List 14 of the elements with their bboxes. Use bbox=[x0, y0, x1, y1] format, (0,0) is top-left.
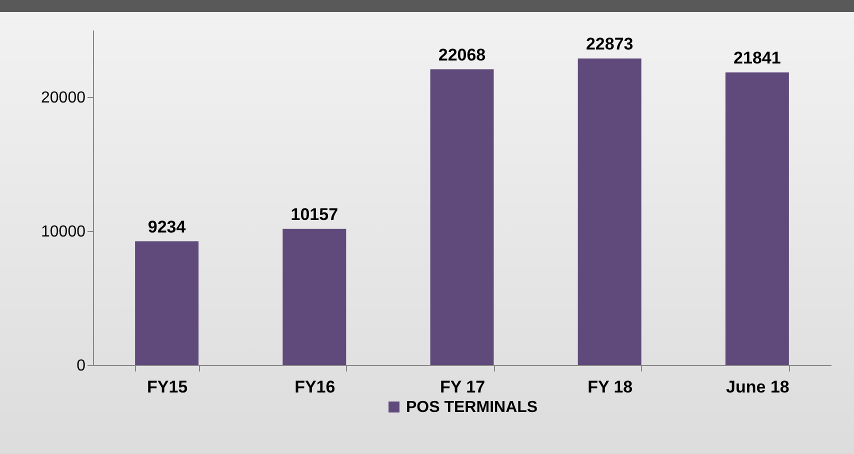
data-label: 22873 bbox=[586, 34, 634, 54]
data-label: 22068 bbox=[438, 45, 486, 64]
x-tick-label: FY16 bbox=[294, 378, 336, 396]
data-label: 21841 bbox=[734, 48, 781, 68]
x-tick-label: June 18 bbox=[726, 378, 790, 396]
x-tick-label: FY 18 bbox=[588, 378, 633, 396]
x-tick-label: FY15 bbox=[146, 378, 188, 396]
legend-label: POS TERMINALS bbox=[406, 399, 538, 416]
x-tick-label: FY 17 bbox=[440, 378, 486, 396]
y-tick-label: 0 bbox=[76, 358, 86, 374]
data-label: 9234 bbox=[148, 217, 186, 236]
y-tick-label: 20000 bbox=[41, 90, 86, 106]
data-label: 10157 bbox=[290, 204, 338, 224]
y-tick-label: 10000 bbox=[41, 224, 86, 240]
